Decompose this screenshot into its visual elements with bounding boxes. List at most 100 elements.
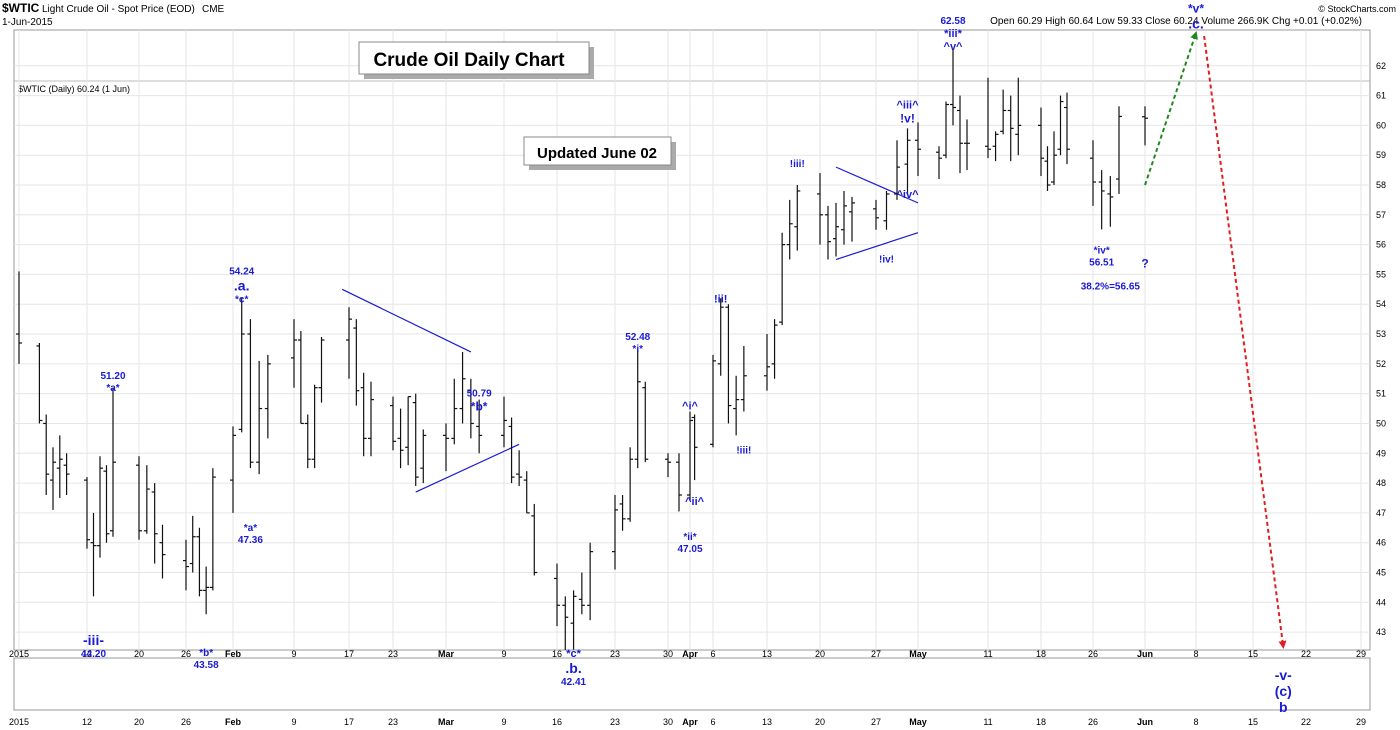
ohlc-bar xyxy=(841,190,847,245)
ohlc-bar xyxy=(36,342,43,424)
ohlc-bar xyxy=(1098,170,1105,230)
wave-label-line: 62.58 xyxy=(940,16,965,27)
lower-x-tick-label: Mar xyxy=(438,717,455,727)
ohlc-bar xyxy=(143,465,150,534)
wave-label-line: *ii* xyxy=(683,532,696,543)
wave-label: !ii! xyxy=(714,293,727,305)
trendline xyxy=(835,166,919,204)
y-tick-label: 48 xyxy=(1376,478,1386,488)
ohlc-bar xyxy=(50,447,56,510)
y-tick-label: 56 xyxy=(1376,240,1386,250)
ohlc-bar xyxy=(904,128,911,194)
lower-x-tick-label: 29 xyxy=(1356,717,1366,727)
wave-label-line: 38.2%=56.65 xyxy=(1081,281,1141,292)
ohlc-bar xyxy=(390,396,396,451)
y-tick-label: 59 xyxy=(1376,150,1386,160)
wave-label-line: 47.05 xyxy=(677,544,702,555)
wave-label: ^i^ xyxy=(682,401,698,413)
ohlc-bar xyxy=(346,307,352,379)
lower-x-tick-label: 13 xyxy=(762,717,772,727)
x-tick-label: 20 xyxy=(134,649,144,659)
y-tick-label: 46 xyxy=(1376,538,1386,548)
y-tick-label: 44 xyxy=(1376,597,1386,607)
chart-title: Crude Oil Daily Chart xyxy=(373,50,565,71)
chart-date: 1-Jun-2015 xyxy=(2,17,53,28)
instrument-name: Light Crude Oil - Spot Price (EOD) xyxy=(42,4,195,15)
ohlc-bar xyxy=(97,456,103,558)
ohlc-bar xyxy=(151,483,158,564)
y-tick-label: 43 xyxy=(1376,627,1386,637)
wave-label-line: *v* xyxy=(1188,1,1204,15)
wave-label: 54.24.a.*c* xyxy=(229,267,254,306)
ohlc-bar xyxy=(230,426,236,513)
wave-label-line: !v! xyxy=(900,112,915,126)
y-tick-label: 53 xyxy=(1376,329,1386,339)
ohlc-bar xyxy=(825,205,831,260)
ohlc-bar xyxy=(16,271,22,364)
wave-label-line: 52.48 xyxy=(625,332,650,343)
ohlc-bar xyxy=(849,196,855,242)
wave-label-line: (c) xyxy=(1275,683,1292,699)
exchange-label: CME xyxy=(202,4,225,15)
ohlc-bar xyxy=(627,447,634,522)
ohlc-bar xyxy=(710,354,716,448)
wave-label-line: -iii- xyxy=(83,632,104,648)
wave-label-line: !iii! xyxy=(736,445,751,456)
wave-label: *ii*47.05 xyxy=(677,532,702,555)
ohlc-bar xyxy=(84,477,90,549)
ohlc-bar xyxy=(56,435,63,498)
x-tick-label: 18 xyxy=(1036,649,1046,659)
lower-x-tick-label: 15 xyxy=(1248,717,1258,727)
projection-arrow xyxy=(1203,35,1287,650)
ohlc-bar xyxy=(562,596,569,650)
wave-label-line: !ii! xyxy=(714,293,727,305)
ohlc-bar xyxy=(1057,95,1064,156)
wave-label: 38.2%=56.65 xyxy=(1081,281,1141,292)
ohlc-bar xyxy=(687,411,693,501)
ohlc-bar xyxy=(943,101,949,159)
ohlc-bar xyxy=(90,512,97,597)
ohlc-bar xyxy=(764,334,770,391)
x-tick-label: 9 xyxy=(291,649,296,659)
series-legend: $WTIC (Daily) 60.24 (1 Jun) xyxy=(18,84,130,94)
wave-label-line: *a* xyxy=(244,523,257,534)
ohlc-bar xyxy=(992,131,999,162)
grid xyxy=(14,30,1370,650)
wave-label: -v-(c)b xyxy=(1275,667,1292,715)
ohlc-bar xyxy=(587,542,594,621)
lower-x-tick-label: 23 xyxy=(388,717,398,727)
ohlc-bar xyxy=(238,297,245,433)
ohlc-bar xyxy=(554,563,560,627)
x-axis: 2015 12 20 26 Feb 9 17 23 Mar 9 16 23 30 Apr 6 13 20 27 Ma… xyxy=(9,649,1366,659)
wave-label-line: 47.36 xyxy=(238,535,263,546)
x-tick-label: 22 xyxy=(1301,649,1311,659)
ohlc-bar xyxy=(957,95,963,174)
ohlc-bar xyxy=(264,354,271,439)
ohlc-bar xyxy=(1090,140,1096,206)
wave-label: !iii! xyxy=(790,159,805,170)
wave-label-line: .c. xyxy=(1188,15,1204,31)
ohlc-bar xyxy=(1015,77,1022,156)
wave-label-line: ? xyxy=(1141,257,1148,271)
lower-x-tick-label: Feb xyxy=(225,717,242,727)
wave-label: -iv-*v*.c. xyxy=(1186,0,1207,31)
lower-x-tick-label: 26 xyxy=(181,717,191,727)
title-box: Crude Oil Daily Chart xyxy=(358,41,594,79)
ohlc-bar xyxy=(665,453,671,478)
ohlc-bar xyxy=(1038,107,1044,177)
ohlc-bar xyxy=(183,539,189,591)
ohlc-bar xyxy=(189,515,196,573)
ohlc-bar xyxy=(451,378,458,445)
ohlc-bar xyxy=(883,190,890,230)
lower-x-tick-label: Apr xyxy=(682,717,698,727)
ohlc-bar xyxy=(733,375,740,436)
ohlc-summary: Open 60.29 High 60.64 Low 59.33 Close 60… xyxy=(990,16,1362,27)
y-axis: 43 44 45 46 47 48 49 50 51 52 53 54 55 56 57 58 59 60 61 62 xyxy=(1376,61,1386,637)
plot-frame xyxy=(13,29,1371,651)
x-tick-label: 15 xyxy=(1248,649,1258,659)
ohlc-bar xyxy=(1064,92,1070,165)
ohlc-bar xyxy=(985,77,991,159)
ohlc-bar xyxy=(516,450,523,487)
wave-label: ^ii^ xyxy=(685,496,705,508)
wave-label-line: 50.79 xyxy=(467,389,492,400)
